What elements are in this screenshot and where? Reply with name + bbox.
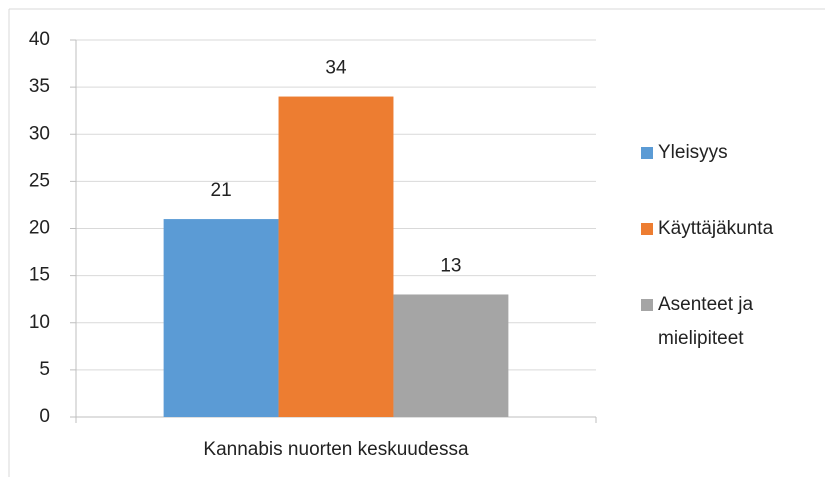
y-tick-label: 30 [29, 123, 50, 144]
legend: Yleisyys Käyttäjäkunta Asenteet ja mielipi… [641, 136, 821, 398]
y-tick-label: 15 [29, 265, 50, 286]
data-label: 21 [211, 180, 232, 201]
y-tick-label: 20 [29, 218, 50, 239]
bar [278, 96, 394, 418]
legend-swatch [641, 299, 653, 311]
y-tick-label: 0 [39, 406, 50, 427]
legend-item: Yleisyys [641, 136, 821, 170]
legend-label: Käyttäjäkunta [658, 218, 774, 239]
data-label: 34 [325, 58, 347, 79]
legend-item: Asenteet ja mielipiteet [641, 288, 821, 356]
y-tick-label: 35 [29, 76, 50, 97]
legend-label: Yleisyys [658, 142, 728, 163]
y-tick-label: 25 [29, 170, 50, 191]
y-tick-label: 10 [29, 312, 50, 333]
data-label: 13 [440, 255, 461, 276]
legend-item: Käyttäjäkunta [641, 212, 821, 246]
legend-swatch [641, 147, 653, 159]
y-tick-label: 5 [39, 359, 50, 380]
legend-swatch [641, 223, 653, 235]
x-tick-label: Kannabis nuorten keskuudessa [203, 439, 469, 460]
bar [163, 219, 279, 417]
legend-label: Asenteet ja mielipiteet [658, 294, 754, 349]
bar [393, 294, 509, 417]
y-tick-label: 40 [29, 29, 50, 50]
